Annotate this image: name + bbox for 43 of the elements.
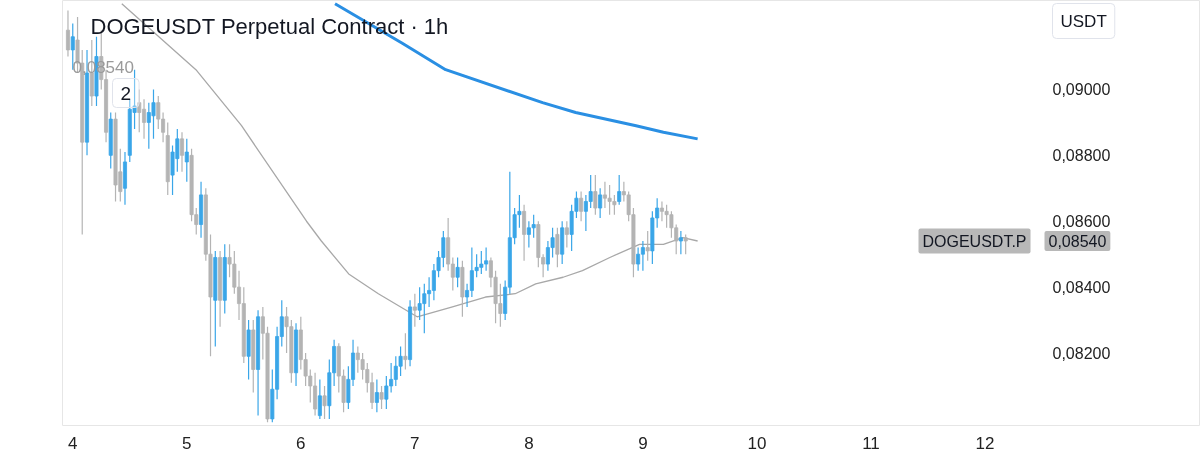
x-tick-label: 12 (975, 433, 995, 453)
x-tick-label: 7 (410, 433, 420, 453)
candlestick (317, 378, 322, 420)
y-tick-label: 0,08600 (1052, 213, 1111, 231)
candlestick (522, 204, 527, 262)
candlestick (70, 22, 75, 71)
candlestick (180, 131, 184, 173)
annotation: 2 (120, 82, 132, 104)
annotation: 0,08540 (1048, 233, 1107, 250)
candlestick (683, 233, 688, 255)
candlestick (579, 190, 584, 222)
x-tick-label: 6 (296, 433, 306, 453)
candlestick (645, 230, 650, 262)
annotation: USDT (1060, 11, 1107, 31)
candlestick (137, 88, 142, 133)
x-tick-label: 9 (638, 433, 648, 453)
candlestick (555, 227, 560, 268)
y-tick-label: 0,09000 (1052, 81, 1111, 99)
candlestick (322, 385, 327, 420)
candlestick (593, 174, 598, 216)
candlestick (564, 220, 569, 249)
candlestick (598, 187, 603, 219)
y-tick-label: 0,08800 (1052, 147, 1111, 165)
candlestick (678, 230, 683, 255)
x-tick-label: 8 (524, 433, 534, 453)
candlestick (379, 385, 384, 410)
candlestick (151, 88, 156, 140)
candlestick (403, 332, 408, 371)
annotation: DOGEUSDT.P (922, 232, 1027, 250)
y-tick-label: 0,08400 (1052, 279, 1111, 297)
x-tick-label: 10 (747, 433, 767, 453)
candlestick (65, 9, 70, 58)
x-tick-label: 5 (182, 433, 192, 453)
candlestick (374, 378, 379, 413)
x-tick-label: 11 (862, 433, 880, 453)
candlestick (617, 174, 622, 206)
candlestick (398, 345, 403, 377)
x-tick-label: 4 (68, 433, 78, 453)
candlestick (636, 246, 641, 272)
candlestick (184, 138, 189, 183)
candlestick (455, 256, 460, 288)
y-tick-label: 0,08200 (1052, 345, 1111, 363)
candlestick (640, 240, 645, 272)
